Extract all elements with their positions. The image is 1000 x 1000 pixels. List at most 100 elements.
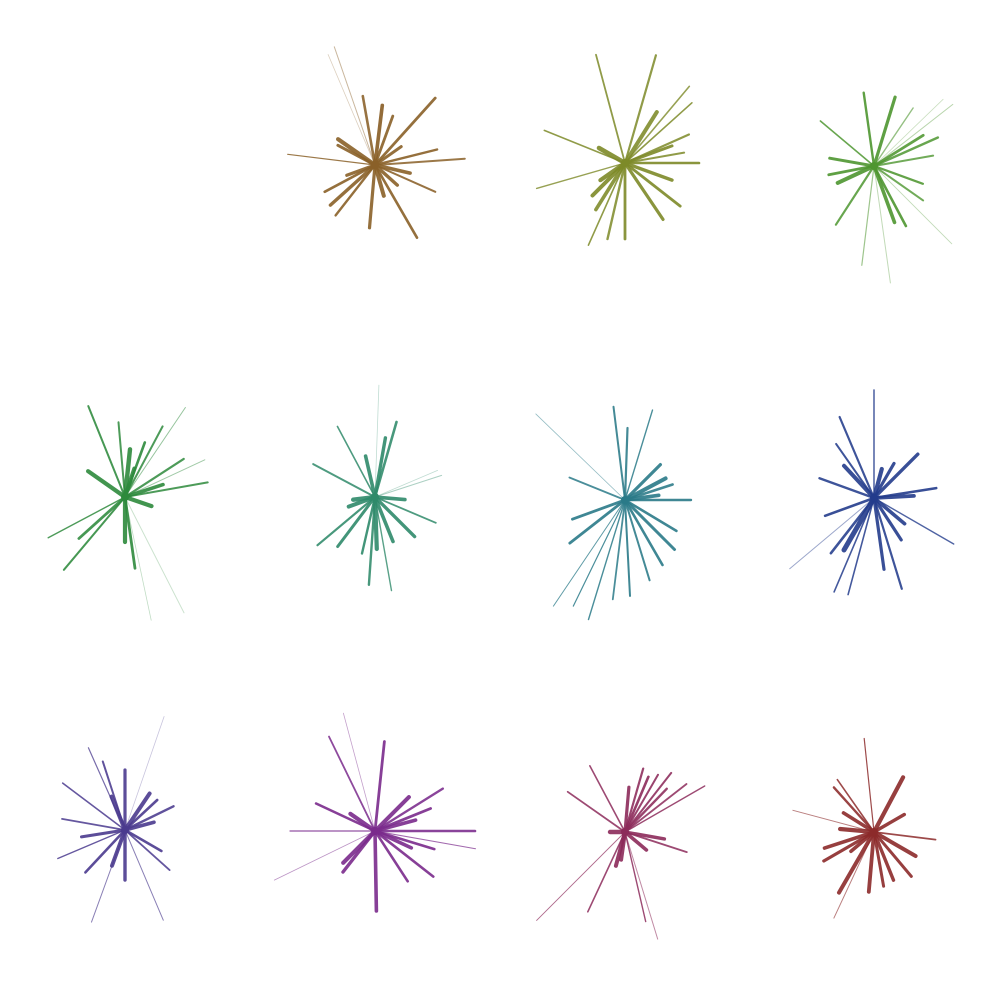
burst-6-ray-9 bbox=[568, 476, 626, 501]
burst-10-ray-3 bbox=[623, 787, 668, 834]
burst-7-ray-3 bbox=[872, 452, 920, 500]
burst-6-ray-17 bbox=[624, 499, 651, 582]
burst-3-ray-10 bbox=[828, 156, 876, 168]
burst-7-ray-11 bbox=[789, 497, 875, 570]
burst-1-ray-13 bbox=[328, 163, 377, 207]
burst-9-ray-6 bbox=[342, 712, 376, 832]
burst-5-ray-16 bbox=[373, 495, 395, 544]
burst-9-ray-5 bbox=[373, 740, 386, 833]
burst-4-ray-20 bbox=[123, 466, 137, 499]
burst-1-ray-21 bbox=[373, 145, 403, 167]
burst-4-ray-12 bbox=[47, 496, 126, 539]
burst-4-ray-9 bbox=[117, 421, 126, 498]
burst-9-ray-18 bbox=[374, 830, 476, 850]
burst-5-ray-11 bbox=[336, 495, 377, 548]
burst-2-ray-3 bbox=[624, 102, 693, 164]
burst-2-ray-17 bbox=[623, 161, 665, 221]
burst-10-ray-15 bbox=[624, 831, 647, 923]
burst-1-hub bbox=[371, 161, 379, 169]
burst-11-ray-7 bbox=[837, 826, 877, 835]
burst-3-ray-9 bbox=[819, 120, 875, 167]
burst-7-ray-14 bbox=[833, 497, 875, 593]
burst-4-ray-3 bbox=[124, 459, 206, 498]
burst-7-ray-18 bbox=[872, 496, 903, 542]
burst-10-ray-7 bbox=[623, 767, 645, 834]
burst-1-ray-11 bbox=[287, 153, 376, 166]
burst-8-ray-17 bbox=[124, 829, 164, 921]
burst-11-ray-1 bbox=[871, 775, 906, 835]
burst-6-hub bbox=[621, 496, 629, 504]
burst-2-ray-5 bbox=[623, 110, 659, 165]
burst-6-ray-6 bbox=[623, 426, 629, 502]
burst-11-ray-15 bbox=[872, 830, 913, 878]
burst-8-hub bbox=[121, 826, 129, 834]
burst-10-ray-14 bbox=[619, 830, 627, 862]
burst-4-ray-14 bbox=[62, 496, 126, 571]
burst-6-ray-12 bbox=[552, 499, 626, 607]
burst-5-ray-18 bbox=[374, 496, 437, 524]
burst-6-ray-10 bbox=[571, 498, 627, 521]
burst-5-ray-1 bbox=[374, 474, 443, 498]
burst-1-ray-20 bbox=[373, 163, 412, 175]
burst-9-ray-20 bbox=[373, 829, 414, 850]
burst-1-ray-10 bbox=[336, 143, 377, 167]
burst-1-ray-17 bbox=[373, 163, 419, 239]
burst-4-hub bbox=[121, 493, 129, 501]
burst-6-ray-8 bbox=[535, 413, 626, 501]
burst-6-ray-13 bbox=[572, 499, 626, 607]
burst-9-ray-3 bbox=[373, 787, 444, 833]
burst-5-ray-10 bbox=[316, 495, 377, 547]
burst-3-ray-13 bbox=[834, 164, 876, 226]
burst-5-ray-17 bbox=[373, 495, 417, 539]
burst-8-ray-8 bbox=[87, 747, 126, 831]
burst-3-hub bbox=[870, 162, 878, 170]
burst-3-ray-5 bbox=[873, 98, 944, 167]
burst-2 bbox=[535, 53, 701, 246]
burst-6-ray-14 bbox=[587, 499, 626, 621]
burst-7-ray-19 bbox=[873, 497, 955, 545]
burst-9-ray-16 bbox=[373, 829, 435, 878]
burst-4-ray-11 bbox=[85, 469, 128, 500]
burst-4-ray-19 bbox=[122, 494, 154, 509]
burst-2-ray-13 bbox=[594, 161, 627, 212]
burst-5-ray-4 bbox=[373, 436, 388, 499]
burst-4 bbox=[47, 405, 209, 621]
burst-9-ray-13 bbox=[341, 829, 377, 874]
burst-8-ray-20 bbox=[123, 820, 156, 832]
burst-1-ray-3 bbox=[373, 96, 437, 167]
burst-1-ray-18 bbox=[373, 163, 399, 187]
burst-6-ray-18 bbox=[623, 498, 664, 567]
burst-1-ray-14 bbox=[334, 163, 377, 217]
burst-8-ray-18 bbox=[124, 829, 171, 871]
burst-7-ray-8 bbox=[842, 463, 876, 500]
burst-5-ray-5 bbox=[374, 384, 380, 498]
burst-4-ray-1 bbox=[124, 481, 209, 498]
burst-2-ray-6 bbox=[623, 54, 658, 165]
burst-10-ray-5 bbox=[624, 773, 659, 833]
burst-9-ray-14 bbox=[373, 829, 379, 913]
burst-9-ray-9 bbox=[314, 802, 377, 833]
burst-1-ray-5 bbox=[373, 103, 385, 167]
burst-3-ray-8 bbox=[862, 91, 876, 168]
burst-7-hub bbox=[870, 494, 878, 502]
burst-5-ray-7 bbox=[336, 425, 376, 498]
burst-11 bbox=[792, 737, 937, 919]
burst-5-ray-14 bbox=[372, 494, 379, 552]
burst-4-ray-10 bbox=[87, 405, 126, 498]
burst-2-ray-19 bbox=[623, 161, 674, 182]
burst-8-ray-10 bbox=[61, 818, 126, 831]
burst-11-ray-18 bbox=[872, 812, 906, 834]
burst-9-ray-15 bbox=[373, 829, 410, 883]
burst-4-ray-4 bbox=[123, 457, 185, 499]
burst-3-ray-7 bbox=[872, 95, 897, 168]
burst-9-ray-19 bbox=[373, 818, 418, 833]
burst-5-ray-20 bbox=[346, 495, 377, 509]
burst-6-ray-19 bbox=[623, 498, 676, 551]
burst-8-ray-13 bbox=[84, 828, 127, 874]
burst-10-ray-17 bbox=[623, 830, 649, 852]
burst-11-ray-5 bbox=[841, 811, 876, 834]
burst-3-ray-12 bbox=[835, 164, 876, 185]
burst-11-ray-6 bbox=[792, 809, 875, 833]
burst-1-ray-1 bbox=[374, 157, 466, 166]
burst-10-ray-9 bbox=[588, 764, 626, 833]
